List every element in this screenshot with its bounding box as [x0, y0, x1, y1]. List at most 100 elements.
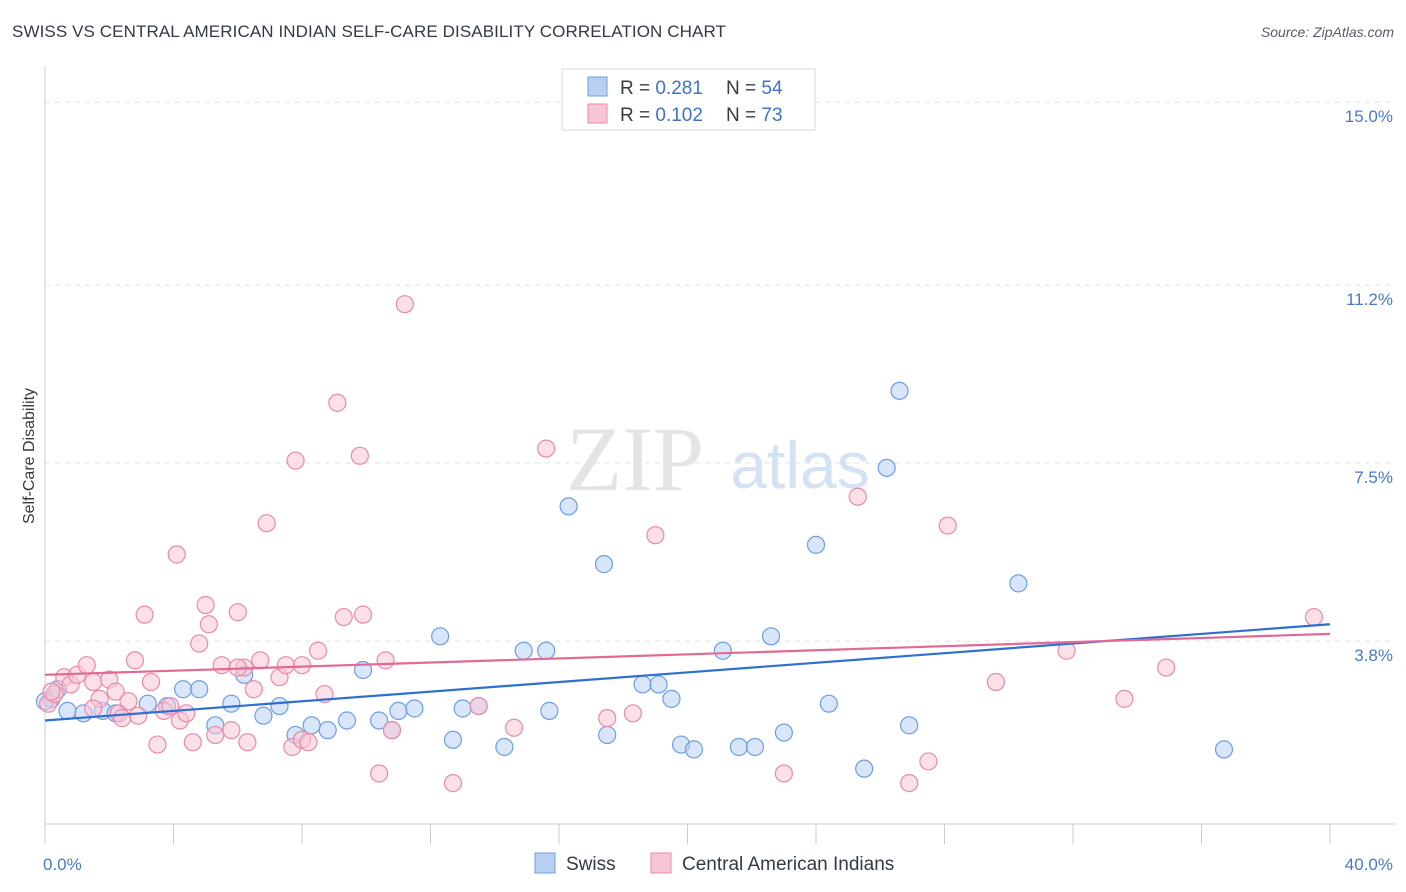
point-central-american-indians-41: [308, 641, 328, 660]
point-central-american-indians-16: [148, 735, 167, 754]
point-swiss-11: [222, 694, 241, 713]
y-tick-label-3: 15.0%: [1345, 107, 1393, 126]
point-central-american-indians-22: [183, 733, 202, 752]
bottom-legend-swatch-central-american-indians: [650, 852, 672, 874]
y-tick-label-2: 11.2%: [1346, 290, 1393, 309]
point-swiss-47: [855, 759, 874, 778]
point-swiss-8: [174, 680, 193, 699]
point-central-american-indians-43: [328, 393, 347, 412]
point-central-american-indians-56: [623, 704, 642, 723]
point-central-american-indians-45: [350, 446, 369, 465]
point-central-american-indians-23: [190, 634, 209, 653]
point-swiss-51: [1009, 574, 1028, 593]
point-central-american-indians-6: [84, 672, 103, 692]
point-swiss-40: [713, 641, 732, 660]
point-swiss-52: [1214, 740, 1234, 759]
point-central-american-indians-25: [199, 615, 218, 634]
point-central-american-indians-62: [938, 516, 957, 535]
point-swiss-49: [890, 381, 909, 400]
chart-title: SWISS VS CENTRAL AMERICAN INDIAN SELF-CA…: [12, 22, 726, 41]
point-swiss-23: [405, 699, 424, 718]
source-credit: Source: ZipAtlas.com: [1260, 24, 1394, 40]
point-central-american-indians-52: [469, 696, 488, 716]
legend-swatch-swiss: [587, 76, 608, 97]
x-tick-label-1: 40.0%: [1345, 855, 1393, 874]
point-swiss-26: [453, 699, 472, 718]
watermark-zip: ZIP: [566, 408, 704, 510]
tick-labels: 3.8% 7.5% 11.2% 15.0% 0.0% 40.0%: [43, 107, 1393, 874]
point-swiss-20: [370, 711, 389, 730]
point-swiss-42: [745, 737, 765, 757]
point-central-american-indians-11: [119, 692, 138, 711]
point-swiss-36: [649, 675, 668, 694]
point-swiss-48: [877, 458, 896, 477]
bottom-legend: Swiss Central American Indians: [534, 852, 894, 875]
point-central-american-indians-46: [353, 605, 373, 624]
data-points: [35, 295, 1324, 793]
grid-lines: [45, 101, 1395, 642]
point-swiss-35: [633, 675, 652, 694]
point-central-american-indians-13: [129, 706, 148, 725]
point-central-american-indians-36: [276, 656, 296, 675]
point-central-american-indians-58: [774, 764, 793, 783]
point-central-american-indians-24: [196, 595, 215, 615]
legend-swatch-central-american-indians: [587, 103, 608, 124]
watermark-atlas: atlas: [730, 428, 869, 502]
point-swiss-41: [729, 737, 749, 757]
point-central-american-indians-44: [334, 607, 353, 627]
point-swiss-18: [337, 711, 357, 730]
point-swiss-9: [190, 680, 209, 699]
trend-line-central-american-indians: [44, 632, 1331, 676]
point-swiss-28: [495, 737, 514, 757]
legend-row-swiss: R = 0.281 N = 54: [620, 78, 783, 99]
point-central-american-indians-67: [1304, 607, 1324, 627]
point-central-american-indians-72: [292, 656, 312, 675]
point-swiss-2: [58, 701, 77, 720]
x-tick-label-0: 0.0%: [43, 855, 82, 874]
legend-row-central-american-indians: R = 0.102 N = 73: [620, 105, 783, 126]
point-central-american-indians-53: [504, 718, 524, 737]
point-swiss-30: [537, 641, 556, 660]
bottom-legend-label-central-american-indians: Central American Indians: [682, 854, 894, 875]
bottom-legend-swatch-swiss: [534, 852, 556, 874]
axes: [44, 66, 1395, 844]
trend-lines: [44, 623, 1331, 722]
point-central-american-indians-49: [382, 721, 402, 740]
point-swiss-32: [559, 497, 578, 516]
point-swiss-31: [540, 701, 559, 720]
point-central-american-indians-48: [376, 651, 395, 670]
point-swiss-45: [806, 535, 826, 554]
y-tick-label-1: 7.5%: [1354, 468, 1393, 487]
point-swiss-44: [774, 723, 793, 742]
point-swiss-24: [431, 627, 450, 646]
point-swiss-25: [443, 730, 463, 749]
point-central-american-indians-19: [167, 545, 186, 564]
point-central-american-indians-50: [395, 295, 414, 314]
point-swiss-46: [819, 694, 838, 713]
point-swiss-17: [318, 721, 337, 740]
legend-n-swiss: 54: [761, 78, 783, 99]
point-central-american-indians-66: [1157, 658, 1176, 677]
point-swiss-43: [761, 627, 781, 646]
point-central-american-indians-65: [1115, 689, 1134, 708]
point-central-american-indians-63: [986, 672, 1006, 692]
point-swiss-33: [594, 555, 614, 574]
point-central-american-indians-5: [77, 656, 96, 675]
point-central-american-indians-34: [257, 514, 276, 533]
point-swiss-22: [389, 701, 408, 720]
point-swiss-13: [254, 706, 273, 725]
point-central-american-indians-47: [370, 764, 389, 783]
point-swiss-34: [598, 725, 617, 745]
point-central-american-indians-32: [244, 680, 263, 699]
point-central-american-indians-55: [598, 709, 617, 728]
point-central-american-indians-21: [177, 704, 196, 723]
point-swiss-37: [662, 689, 681, 708]
point-central-american-indians-40: [299, 733, 318, 752]
point-central-american-indians-27: [212, 656, 231, 675]
point-central-american-indians-59: [848, 487, 867, 506]
point-swiss-50: [900, 716, 919, 735]
point-central-american-indians-33: [251, 651, 270, 670]
point-central-american-indians-57: [646, 526, 665, 545]
legend-r-swiss: 0.281: [655, 78, 703, 99]
